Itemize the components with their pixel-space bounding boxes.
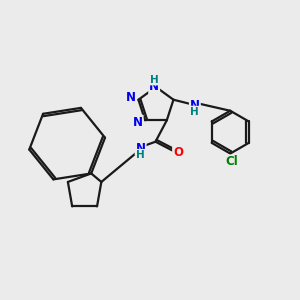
Text: N: N xyxy=(133,116,143,129)
Text: Cl: Cl xyxy=(225,155,238,168)
Text: H: H xyxy=(150,75,158,85)
Text: N: N xyxy=(149,80,159,94)
Text: N: N xyxy=(136,142,146,155)
Text: H: H xyxy=(136,150,145,160)
Text: H: H xyxy=(190,106,199,117)
Text: N: N xyxy=(126,92,136,104)
Text: O: O xyxy=(173,146,183,159)
Text: N: N xyxy=(190,99,200,112)
